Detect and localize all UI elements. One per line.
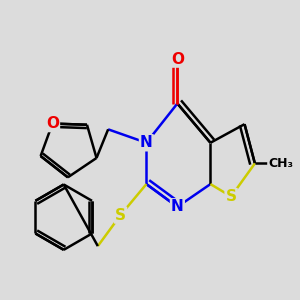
Text: CH₃: CH₃: [268, 157, 293, 170]
Text: S: S: [115, 208, 126, 223]
Text: N: N: [171, 199, 184, 214]
Text: O: O: [46, 116, 59, 131]
Text: N: N: [140, 135, 153, 150]
Text: O: O: [171, 52, 184, 67]
Text: S: S: [226, 189, 237, 204]
